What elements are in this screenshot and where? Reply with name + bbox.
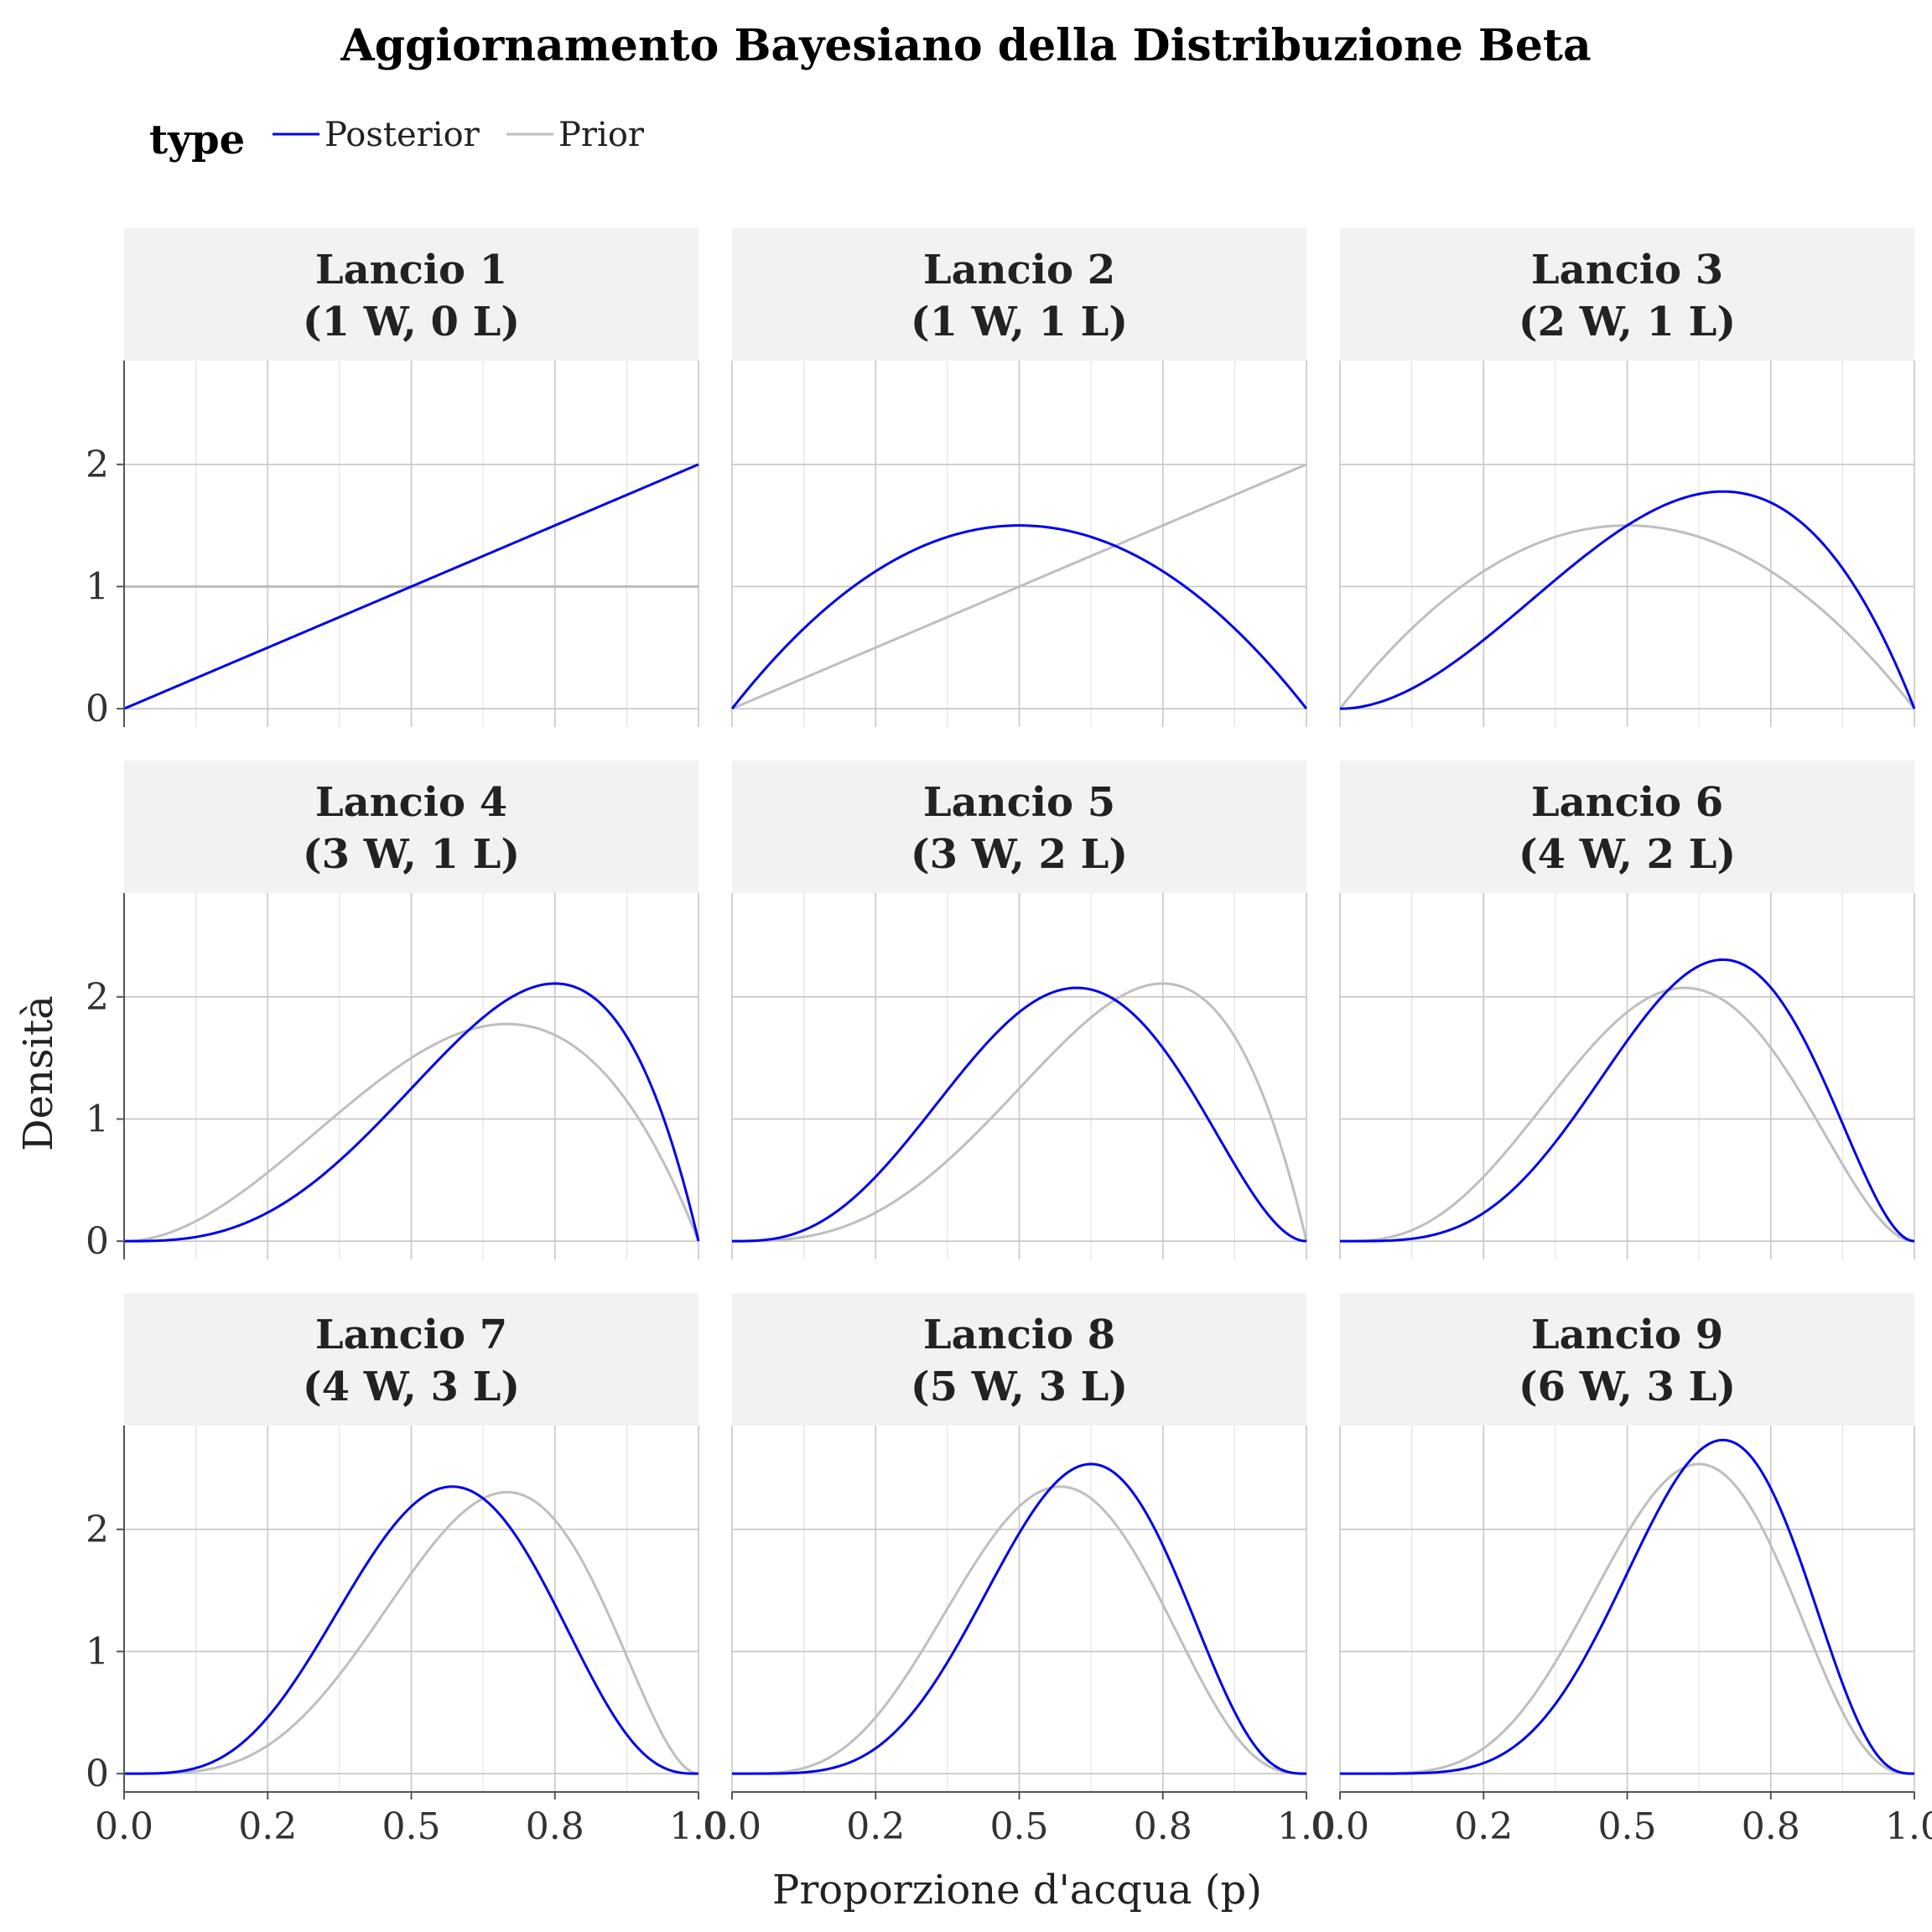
facet-label: Lancio 5 xyxy=(923,779,1115,826)
legend-entry-posterior: Posterior xyxy=(273,116,480,154)
posterior-curve xyxy=(1340,1438,1915,1775)
x-tick-label: 0.8 xyxy=(1134,1805,1192,1848)
prior-curve xyxy=(1340,986,1915,1243)
panel-grid xyxy=(123,1426,699,1792)
facet-sublabel: (4 W, 3 L) xyxy=(303,1363,520,1410)
facet-sublabel: (1 W, 0 L) xyxy=(303,299,520,345)
posterior-curve xyxy=(1339,490,1916,710)
prior-curve xyxy=(731,463,1307,710)
y-tick-label: 1 xyxy=(86,1098,109,1140)
facet-panel-3: Lancio 3 (2 W, 1 L) xyxy=(1338,228,1916,727)
legend-title: type xyxy=(149,117,245,164)
facet-panel-2: Lancio 2 (1 W, 1 L) xyxy=(730,228,1308,727)
x-tick-label: 0.0 xyxy=(1311,1805,1369,1848)
x-tick-label: 0.2 xyxy=(238,1805,297,1848)
posterior-curve xyxy=(732,986,1307,1243)
facet-panel-4: Lancio 4 (3 W, 1 L) 0 1 2 xyxy=(86,761,700,1263)
x-tick-label: 0.2 xyxy=(846,1805,905,1848)
x-tick-label: 0.5 xyxy=(1598,1805,1657,1848)
facet-panel-7: Lancio 7 (4 W, 3 L) 0 1 2 0.0 0.2 0.5 0.8 1.0 xyxy=(86,1293,728,1848)
facet-panel-6: Lancio 6 (4 W, 2 L) xyxy=(1339,761,1915,1259)
panel-grid xyxy=(1339,1426,1915,1792)
x-tick-label: 0.0 xyxy=(703,1805,761,1848)
y-tick-label: 1 xyxy=(86,1630,109,1673)
y-tick-label: 0 xyxy=(86,1220,109,1263)
facet-panel-1: Lancio 1 (1 W, 0 L) 0 1 2 xyxy=(86,228,699,730)
panel-grid xyxy=(731,1426,1307,1792)
prior-curve xyxy=(1340,1462,1915,1775)
facet-sublabel: (1 W, 1 L) xyxy=(911,299,1128,345)
posterior-curve xyxy=(124,982,700,1243)
y-tick-label: 1 xyxy=(86,565,109,608)
facet-label: Lancio 3 xyxy=(1531,247,1723,293)
facet-sublabel: (3 W, 2 L) xyxy=(911,831,1128,878)
facet-strip xyxy=(732,1293,1306,1426)
facet-label: Lancio 6 xyxy=(1531,779,1723,826)
facet-strip xyxy=(732,228,1306,361)
posterior-curve xyxy=(124,1485,699,1775)
facet-label: Lancio 7 xyxy=(315,1311,507,1358)
x-tick-label: 0.0 xyxy=(95,1805,153,1848)
facet-sublabel: (2 W, 1 L) xyxy=(1519,299,1736,345)
x-tick-label: 0.8 xyxy=(1742,1805,1800,1848)
panel-grid xyxy=(731,893,1307,1259)
facet-panel-5: Lancio 5 (3 W, 2 L) xyxy=(731,761,1308,1259)
facet-strip xyxy=(1340,761,1914,893)
panel-grid xyxy=(1339,893,1915,1259)
facet-panel-8: Lancio 8 (5 W, 3 L) 0.0 0.2 0.5 0.8 1.0 xyxy=(703,1293,1336,1848)
facet-sublabel: (6 W, 3 L) xyxy=(1519,1363,1736,1410)
x-axis-title: Proporzione d'acqua (p) xyxy=(772,1867,1262,1914)
facet-strip xyxy=(1340,228,1914,361)
x-tick-label: 1.0 xyxy=(669,1805,728,1848)
panel-grid xyxy=(731,361,1307,727)
y-tick-label: 2 xyxy=(86,444,109,486)
facet-strip xyxy=(124,228,699,361)
prior-curve xyxy=(124,1490,699,1775)
legend: type Posterior Prior xyxy=(149,116,645,164)
facet-panel-9: Lancio 9 (6 W, 3 L) 0.0 0.2 0.5 0.8 1.0 xyxy=(1311,1293,1932,1848)
y-tick-label: 2 xyxy=(86,1509,109,1551)
facet-label: Lancio 4 xyxy=(315,779,507,826)
facet-sublabel: (4 W, 2 L) xyxy=(1519,831,1736,878)
prior-curve xyxy=(123,1022,700,1243)
prior-curve xyxy=(732,982,1308,1243)
panel-grid xyxy=(1339,361,1915,727)
prior-curve xyxy=(732,1485,1306,1775)
facet-strip xyxy=(732,761,1306,893)
facet-strip xyxy=(1340,1293,1914,1426)
x-tick-label: 0.5 xyxy=(990,1805,1049,1848)
facet-sublabel: (3 W, 1 L) xyxy=(303,831,520,878)
legend-entry-prior: Prior xyxy=(506,116,645,154)
facet-strip xyxy=(124,761,699,893)
posterior-curve xyxy=(1340,958,1915,1243)
posterior-curve xyxy=(123,463,699,710)
x-tick-label: 1.0 xyxy=(1277,1805,1336,1848)
y-axis-title: Densità xyxy=(15,995,62,1151)
legend-label-prior: Prior xyxy=(558,116,645,154)
y-tick-label: 2 xyxy=(86,976,109,1019)
chart-title: Aggiornamento Bayesiano della Distribuzi… xyxy=(340,20,1591,71)
y-tick-label: 0 xyxy=(86,1753,109,1795)
legend-label-posterior: Posterior xyxy=(325,116,480,154)
facet-sublabel: (5 W, 3 L) xyxy=(911,1363,1128,1410)
x-tick-label: 0.5 xyxy=(382,1805,441,1848)
facet-strip xyxy=(124,1293,699,1426)
y-tick-label: 0 xyxy=(86,688,109,730)
facet-label: Lancio 1 xyxy=(315,247,507,293)
facet-label: Lancio 8 xyxy=(923,1311,1115,1358)
x-tick-label: 0.8 xyxy=(526,1805,584,1848)
x-tick-label: 1.0 xyxy=(1885,1805,1932,1848)
facet-label: Lancio 9 xyxy=(1531,1311,1723,1358)
posterior-curve xyxy=(730,524,1308,710)
facet-label: Lancio 2 xyxy=(923,247,1115,293)
posterior-curve xyxy=(732,1462,1307,1775)
x-tick-label: 0.2 xyxy=(1454,1805,1513,1848)
